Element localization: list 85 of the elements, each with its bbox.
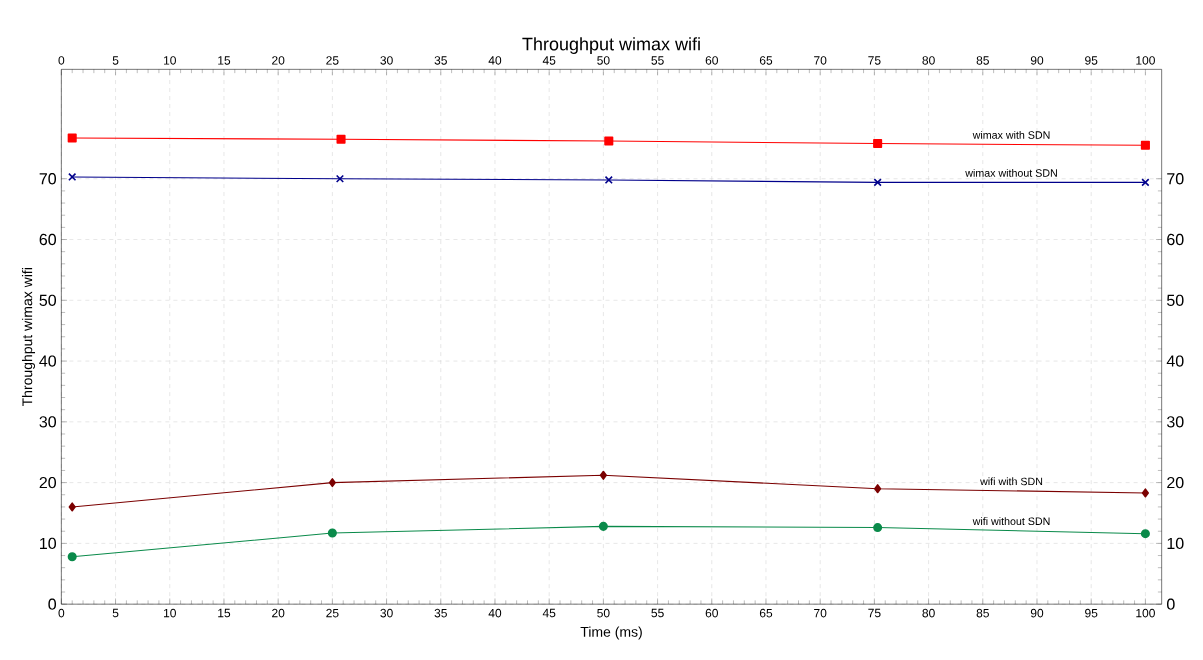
x2-tick-label: 85 — [976, 56, 989, 65]
point — [873, 138, 883, 148]
x-tick-label: 20 — [272, 608, 285, 618]
x-axis-title: Time (ms) — [580, 626, 642, 640]
point — [68, 502, 76, 512]
y-tick-label: 20 — [39, 476, 57, 489]
x-tick-label: 70 — [814, 608, 827, 618]
x-tick-label: 10 — [164, 608, 176, 618]
x-tick-label: 25 — [326, 608, 339, 618]
series-label: wimax with SDN — [972, 130, 1050, 139]
x2-tick-label: 20 — [272, 56, 285, 65]
point — [604, 136, 614, 146]
x2-tick-label: 70 — [814, 56, 827, 65]
x2-tick-label: 100 — [1136, 56, 1155, 65]
x-tick-label: 80 — [922, 608, 935, 618]
x2-tick-label: 65 — [759, 56, 773, 65]
y2-tick-label: 70 — [1167, 173, 1184, 185]
x-tick-label: 90 — [1030, 608, 1044, 618]
x2-tick-label: 55 — [651, 56, 664, 65]
x2-tick-label: 60 — [705, 56, 718, 65]
point — [335, 174, 345, 183]
series-label: wifi with SDN — [980, 477, 1043, 486]
point — [599, 470, 607, 480]
x-tick-label: 50 — [597, 608, 610, 618]
y-tick-label: 40 — [39, 355, 57, 367]
y-tick-label: 60 — [39, 233, 57, 246]
y-tick-label: 10 — [40, 537, 57, 549]
x-tick-label: 40 — [488, 608, 502, 618]
point — [1141, 178, 1150, 187]
y2-tick-label: 30 — [1166, 416, 1184, 428]
x-tick-label: 35 — [434, 608, 447, 618]
x-tick-label: 55 — [651, 608, 664, 618]
x2-tick-label: 50 — [597, 56, 610, 65]
y2-tick-label: 0 — [1167, 598, 1175, 610]
x2-tick-label: 10 — [164, 56, 176, 65]
point — [598, 521, 608, 531]
x-tick-label: 0 — [58, 608, 65, 618]
chart-title: Throughput wimax wifi — [522, 37, 700, 54]
x2-tick-label: 15 — [218, 56, 231, 65]
x2-tick-label: 35 — [434, 56, 447, 65]
point — [873, 178, 882, 187]
x2-tick-label: 90 — [1030, 56, 1044, 65]
y-axis-title: Throughput wimax wifi — [21, 267, 36, 407]
x2-tick-label: 80 — [922, 56, 935, 65]
x2-tick-label: 95 — [1085, 56, 1098, 65]
point — [1140, 529, 1150, 539]
y-tick-label: 50 — [39, 294, 57, 306]
series-label: wifi without SDN — [972, 517, 1050, 525]
point — [1141, 488, 1149, 498]
y2-tick-label: 60 — [1167, 233, 1184, 246]
x-tick-label: 15 — [218, 608, 231, 618]
x-tick-label: 75 — [868, 608, 881, 618]
x2-tick-label: 25 — [326, 56, 339, 65]
point — [327, 528, 337, 538]
x-tick-label: 30 — [380, 608, 393, 618]
point — [1140, 140, 1150, 150]
y-tick-label: 70 — [39, 173, 57, 185]
y-tick-label: 0 — [48, 598, 57, 610]
x-tick-label: 5 — [112, 608, 119, 618]
y-tick-label: 30 — [39, 416, 57, 428]
y2-tick-label: 10 — [1167, 537, 1184, 549]
point — [68, 172, 77, 181]
y2-tick-label: 50 — [1167, 294, 1184, 306]
x-tick-label: 60 — [705, 608, 718, 618]
y2-tick-label: 40 — [1166, 355, 1184, 367]
x2-tick-label: 5 — [112, 56, 119, 65]
x2-tick-label: 75 — [868, 56, 881, 65]
point — [328, 478, 336, 488]
x-tick-label: 45 — [542, 608, 556, 618]
point — [336, 134, 346, 144]
point — [67, 552, 77, 562]
point — [873, 522, 883, 533]
x-tick-label: 100 — [1136, 608, 1155, 618]
x2-tick-label: 30 — [380, 56, 393, 65]
x2-tick-label: 0 — [58, 56, 65, 65]
x2-tick-label: 40 — [488, 56, 502, 65]
x-tick-label: 65 — [759, 608, 773, 618]
point — [67, 133, 77, 143]
point — [874, 484, 882, 494]
x-tick-label: 85 — [976, 608, 989, 618]
point — [604, 175, 613, 184]
series-label: wimax without SDN — [965, 168, 1057, 177]
y2-tick-label: 20 — [1167, 476, 1184, 489]
x2-tick-label: 45 — [542, 56, 556, 65]
x-tick-label: 95 — [1085, 608, 1098, 618]
